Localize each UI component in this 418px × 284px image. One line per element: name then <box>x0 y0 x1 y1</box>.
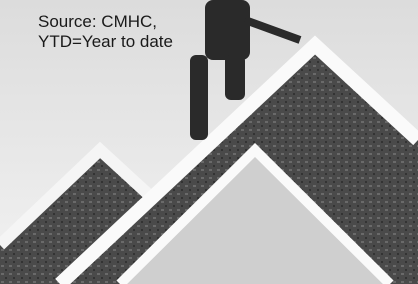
screenshot: Source: CMHC, YTD=Year to date <box>0 0 418 284</box>
caption-line: YTD=Year to date <box>38 32 173 52</box>
caption-line: Source: CMHC, <box>38 12 157 32</box>
